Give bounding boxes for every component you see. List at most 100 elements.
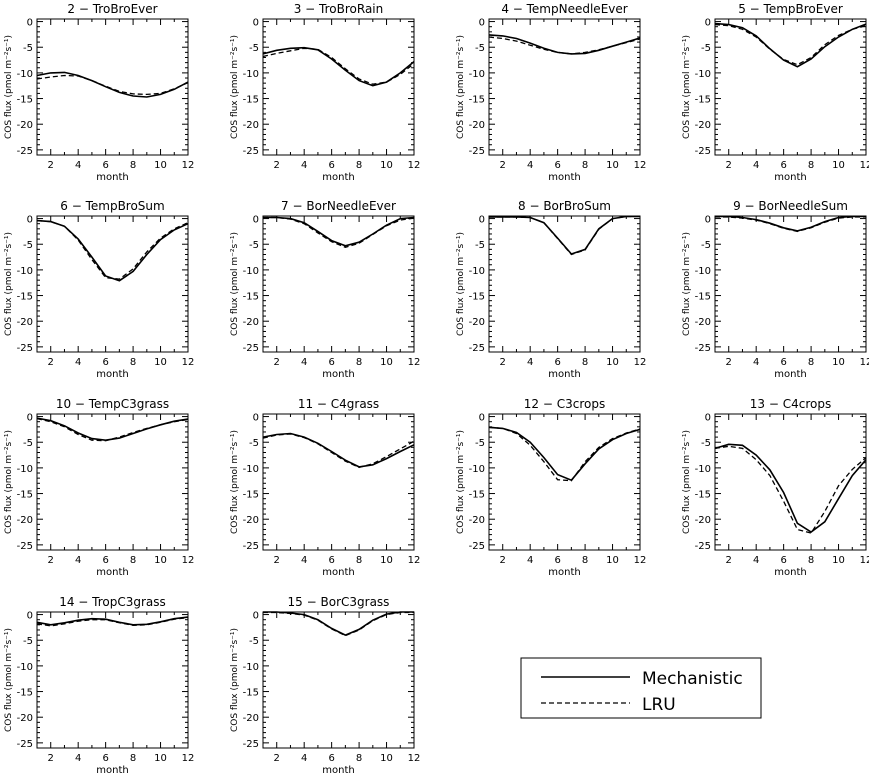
x-tick-label: 8 xyxy=(808,357,814,368)
x-tick-label: 6 xyxy=(554,160,560,171)
panel-title: 12 − C3crops xyxy=(524,397,605,411)
x-tick-label: 4 xyxy=(301,160,307,171)
y-tick-label: 0 xyxy=(27,18,33,29)
y-tick-label: -20 xyxy=(243,515,259,526)
series-line-lru xyxy=(262,47,415,85)
y-tick-label: -20 xyxy=(17,120,33,131)
x-tick-label: 8 xyxy=(130,357,136,368)
y-tick-label: -20 xyxy=(17,317,33,328)
series-line-mechanistic xyxy=(714,443,867,533)
y-tick-label: -20 xyxy=(243,317,259,328)
plot-frame xyxy=(36,215,189,353)
x-tick-label: 12 xyxy=(408,357,421,368)
plot-frame xyxy=(262,413,415,551)
series-line-mechanistic xyxy=(715,215,866,232)
x-tick-label: 6 xyxy=(328,753,334,764)
y-axis-label: COS flux (pmol m⁻²s⁻¹) xyxy=(4,628,14,732)
x-tick-label: 10 xyxy=(606,357,619,368)
panel-6: 7 − BorNeedleEver 2 4 6 8 10 12 0 -5 -10 -15 -20 -25… xyxy=(230,199,420,380)
y-axis-label: COS flux (pmol m⁻²s⁻¹) xyxy=(230,232,240,336)
x-axis-label: month xyxy=(96,369,128,380)
panel-grid: 2 − TroBroEver 2 4 6 8 10 12 0 -5 -10 -15 -20 -25 mon… xyxy=(4,2,869,776)
x-axis-label: month xyxy=(322,172,354,183)
y-tick-label: -20 xyxy=(695,120,711,131)
x-tick-label: 12 xyxy=(634,357,647,368)
plot-frame xyxy=(36,611,189,749)
x-tick-label: 2 xyxy=(48,160,54,171)
y-tick-label: -5 xyxy=(475,438,485,449)
y-tick-label: -20 xyxy=(243,120,259,131)
x-tick-label: 12 xyxy=(634,160,647,171)
y-tick-label: -10 xyxy=(243,464,259,475)
series-line-lru xyxy=(714,445,867,534)
y-tick-label: -15 xyxy=(17,490,33,501)
panel-14: 15 − BorC3grass 2 4 6 8 10 12 0 -5 -10 -15 -20 -25 mo… xyxy=(230,595,420,776)
series-line-mechanistic xyxy=(263,216,415,247)
x-tick-label: 12 xyxy=(860,160,869,171)
x-tick-label: 6 xyxy=(102,555,108,566)
y-tick-label: -25 xyxy=(469,343,485,354)
x-tick-label: 10 xyxy=(154,160,167,171)
x-axis-label: month xyxy=(774,567,806,578)
plot-frame xyxy=(714,215,867,353)
x-tick-label: 12 xyxy=(860,555,869,566)
x-tick-label: 2 xyxy=(726,160,732,171)
series-line-mechanistic xyxy=(489,215,640,255)
x-tick-label: 10 xyxy=(606,555,619,566)
y-tick-label: -20 xyxy=(17,515,33,526)
y-tick-label: -10 xyxy=(469,464,485,475)
y-tick-label: -25 xyxy=(695,146,711,157)
y-tick-label: -25 xyxy=(17,739,33,750)
plot-frame xyxy=(488,215,641,353)
x-tick-label: 8 xyxy=(808,160,814,171)
plot-frame xyxy=(262,18,415,156)
x-tick-label: 12 xyxy=(182,160,195,171)
series-line-mechanistic xyxy=(714,22,867,68)
panel-title: 15 − BorC3grass xyxy=(288,595,390,609)
y-tick-label: -20 xyxy=(695,515,711,526)
y-axis-label: COS flux (pmol m⁻²s⁻¹) xyxy=(230,628,240,732)
x-axis-label: month xyxy=(96,765,128,776)
x-tick-label: 12 xyxy=(182,357,195,368)
series-line-lru xyxy=(488,426,641,482)
y-tick-label: -20 xyxy=(469,317,485,328)
x-tick-label: 2 xyxy=(726,357,732,368)
y-tick-label: -25 xyxy=(243,343,259,354)
y-tick-label: 0 xyxy=(253,215,259,226)
panel-title: 5 − TempBroEver xyxy=(738,2,843,16)
x-tick-label: 6 xyxy=(102,160,108,171)
x-tick-label: 12 xyxy=(408,160,421,171)
x-tick-label: 10 xyxy=(380,753,393,764)
series-line-lru xyxy=(36,74,189,96)
x-axis-label: month xyxy=(548,369,580,380)
x-tick-label: 2 xyxy=(500,357,506,368)
y-tick-label: -10 xyxy=(243,662,259,673)
y-tick-label: -25 xyxy=(695,541,711,552)
y-tick-label: -10 xyxy=(243,69,259,80)
y-tick-label: -10 xyxy=(469,69,485,80)
y-axis-label: COS flux (pmol m⁻²s⁻¹) xyxy=(682,430,692,534)
legend-label-lru: LRU xyxy=(642,695,676,715)
panel-title: 9 − BorNeedleSum xyxy=(733,199,848,213)
y-axis-label: COS flux (pmol m⁻²s⁻¹) xyxy=(230,430,240,534)
y-tick-label: -25 xyxy=(469,541,485,552)
y-tick-label: -5 xyxy=(701,43,711,54)
x-axis-label: month xyxy=(548,172,580,183)
y-tick-label: -25 xyxy=(17,541,33,552)
y-tick-label: -15 xyxy=(243,688,259,699)
x-tick-label: 4 xyxy=(753,555,759,566)
x-tick-label: 8 xyxy=(356,160,362,171)
y-tick-label: -25 xyxy=(243,146,259,157)
plot-frame xyxy=(488,413,641,551)
series-line-mechanistic xyxy=(263,611,414,636)
x-axis-label: month xyxy=(774,369,806,380)
x-tick-label: 8 xyxy=(356,357,362,368)
y-tick-label: -25 xyxy=(243,739,259,750)
y-tick-label: -15 xyxy=(243,95,259,106)
x-tick-label: 2 xyxy=(500,555,506,566)
y-tick-label: -10 xyxy=(243,266,259,277)
y-tick-label: -20 xyxy=(243,713,259,724)
x-tick-label: 6 xyxy=(780,160,786,171)
panel-12: 13 − C4crops 2 4 6 8 10 12 0 -5 -10 -15 -20 -25 month… xyxy=(682,397,869,578)
